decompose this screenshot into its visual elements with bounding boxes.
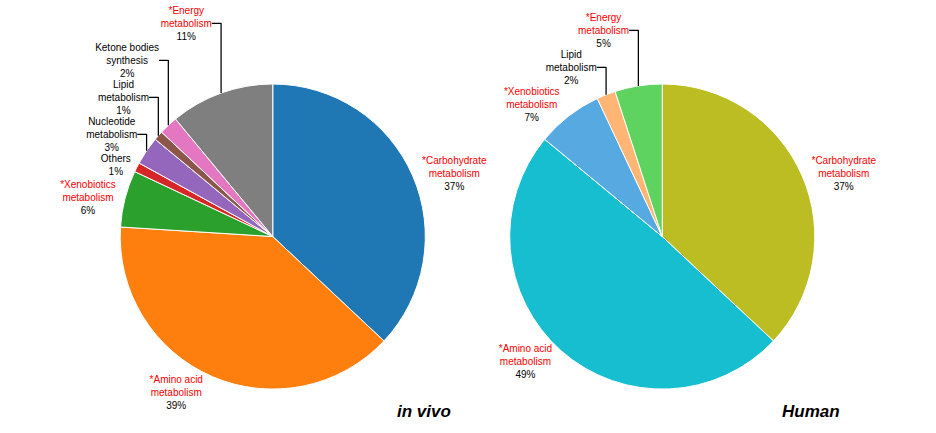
svg-text:Ketone bodiessynthesis2%: Ketone bodiessynthesis2% — [95, 42, 159, 79]
svg-text:*Carbohydratemetabolism37%: *Carbohydratemetabolism37% — [811, 155, 876, 192]
svg-text:*Xenobioticsmetabolism6%: *Xenobioticsmetabolism6% — [60, 179, 116, 216]
svg-text:Nucleotidemetabolism3%: Nucleotidemetabolism3% — [86, 116, 137, 153]
svg-text:*Energymetabolism11%: *Energymetabolism11% — [161, 5, 212, 42]
svg-text:*Amino acidmetabolism39%: *Amino acidmetabolism39% — [150, 374, 203, 411]
svg-text:Lipidmetabolism2%: Lipidmetabolism2% — [546, 49, 597, 86]
svg-text:Others1%: Others1% — [101, 153, 131, 177]
svg-text:Lipidmetabolism1%: Lipidmetabolism1% — [98, 79, 149, 116]
svg-text:*Xenobioticsmetabolism7%: *Xenobioticsmetabolism7% — [504, 86, 560, 123]
svg-text:in vivo: in vivo — [397, 402, 451, 421]
svg-text:*Amino acidmetabolism49%: *Amino acidmetabolism49% — [499, 343, 552, 380]
svg-text:Human: Human — [782, 402, 840, 421]
svg-text:*Energymetabolism5%: *Energymetabolism5% — [578, 12, 629, 49]
svg-text:*Carbohydratemetabolism37%: *Carbohydratemetabolism37% — [422, 155, 487, 192]
